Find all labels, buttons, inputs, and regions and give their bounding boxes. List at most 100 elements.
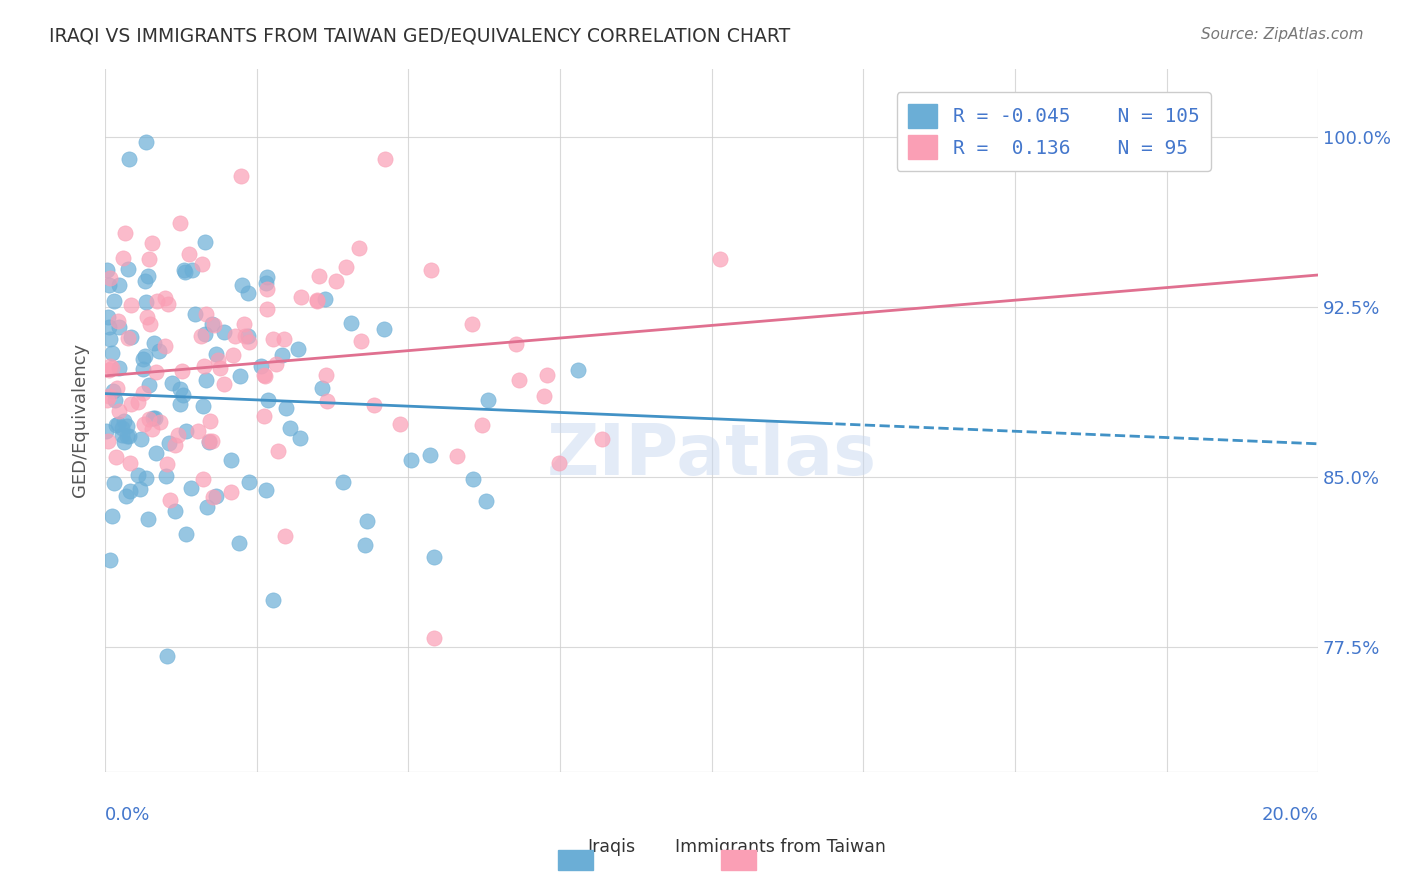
Legend: R = -0.045    N = 105, R =  0.136    N = 95: R = -0.045 N = 105, R = 0.136 N = 95	[897, 92, 1212, 171]
Iraqis	[142, 336, 165, 351]
Iraqis	[169, 383, 191, 397]
Text: 20.0%: 20.0%	[1261, 806, 1319, 824]
Immigrants from Taiwan	[214, 377, 236, 392]
Immigrants from Taiwan	[198, 434, 221, 448]
Immigrants from Taiwan	[374, 152, 396, 166]
Iraqis	[104, 392, 127, 407]
Immigrants from Taiwan	[98, 271, 121, 285]
Iraqis	[108, 320, 131, 334]
Iraqis	[290, 431, 312, 445]
Immigrants from Taiwan	[141, 422, 163, 436]
Iraqis	[112, 434, 135, 449]
Immigrants from Taiwan	[105, 381, 128, 395]
Iraqis	[115, 418, 138, 433]
Immigrants from Taiwan	[274, 529, 297, 543]
Iraqis	[127, 468, 149, 483]
Iraqis	[142, 410, 165, 425]
Iraqis	[314, 293, 336, 307]
Immigrants from Taiwan	[446, 449, 468, 463]
Immigrants from Taiwan	[350, 334, 373, 349]
Iraqis	[128, 482, 150, 496]
Iraqis	[98, 320, 121, 334]
Immigrants from Taiwan	[505, 336, 527, 351]
Immigrants from Taiwan	[157, 297, 180, 311]
Immigrants from Taiwan	[273, 333, 295, 347]
Iraqis	[254, 277, 277, 291]
Immigrants from Taiwan	[139, 317, 162, 331]
Iraqis	[174, 265, 197, 279]
Immigrants from Taiwan	[112, 251, 135, 265]
Immigrants from Taiwan	[191, 472, 214, 486]
Immigrants from Taiwan	[325, 274, 347, 288]
Immigrants from Taiwan	[229, 169, 252, 184]
Iraqis	[250, 359, 273, 374]
Immigrants from Taiwan	[256, 282, 278, 296]
Immigrants from Taiwan	[195, 307, 218, 321]
Immigrants from Taiwan	[221, 348, 243, 362]
Immigrants from Taiwan	[253, 368, 276, 383]
Iraqis	[108, 361, 131, 376]
Immigrants from Taiwan	[335, 260, 357, 274]
Immigrants from Taiwan	[221, 484, 243, 499]
Iraqis	[135, 471, 157, 485]
Iraqis	[98, 332, 121, 346]
Immigrants from Taiwan	[169, 216, 191, 230]
Immigrants from Taiwan	[307, 293, 329, 308]
Iraqis	[262, 593, 284, 607]
Immigrants from Taiwan	[107, 314, 129, 328]
Iraqis	[236, 285, 259, 300]
Immigrants from Taiwan	[193, 359, 215, 373]
Iraqis	[356, 514, 378, 528]
Immigrants from Taiwan	[315, 368, 337, 382]
Iraqis	[136, 511, 159, 525]
Immigrants from Taiwan	[138, 252, 160, 266]
Iraqis	[132, 351, 155, 366]
Immigrants from Taiwan	[97, 363, 120, 377]
Iraqis	[156, 648, 179, 663]
Iraqis	[94, 424, 117, 438]
Iraqis	[194, 326, 217, 341]
Iraqis	[107, 417, 129, 431]
Iraqis	[256, 270, 278, 285]
Iraqis	[197, 435, 219, 450]
Immigrants from Taiwan	[159, 493, 181, 508]
Iraqis	[135, 135, 157, 149]
Iraqis	[176, 425, 198, 439]
Iraqis	[373, 322, 395, 336]
Immigrants from Taiwan	[423, 631, 446, 645]
Immigrants from Taiwan	[363, 398, 385, 412]
Iraqis	[118, 484, 141, 499]
Y-axis label: GED/Equivalency: GED/Equivalency	[72, 343, 89, 498]
Immigrants from Taiwan	[533, 390, 555, 404]
Iraqis	[332, 475, 354, 489]
Iraqis	[278, 421, 301, 435]
Iraqis	[97, 310, 120, 324]
Iraqis	[120, 330, 142, 344]
Immigrants from Taiwan	[105, 450, 128, 464]
Immigrants from Taiwan	[253, 368, 276, 383]
Immigrants from Taiwan	[141, 236, 163, 251]
Iraqis	[257, 392, 280, 407]
Iraqis	[205, 489, 228, 503]
Iraqis	[180, 481, 202, 495]
Iraqis	[423, 549, 446, 564]
Iraqis	[212, 325, 235, 339]
Iraqis	[157, 436, 180, 450]
Immigrants from Taiwan	[97, 434, 120, 448]
Immigrants from Taiwan	[136, 310, 159, 324]
Iraqis	[134, 350, 156, 364]
Text: Iraqis: Iraqis	[588, 838, 636, 856]
Iraqis	[163, 504, 186, 518]
Immigrants from Taiwan	[120, 298, 142, 312]
Iraqis	[172, 387, 194, 401]
Immigrants from Taiwan	[118, 456, 141, 470]
Iraqis	[117, 261, 139, 276]
Iraqis	[477, 392, 499, 407]
Immigrants from Taiwan	[232, 317, 254, 331]
Immigrants from Taiwan	[591, 432, 613, 446]
Immigrants from Taiwan	[200, 434, 222, 449]
Iraqis	[103, 476, 125, 491]
Iraqis	[117, 429, 139, 443]
Text: Source: ZipAtlas.com: Source: ZipAtlas.com	[1201, 27, 1364, 42]
Iraqis	[340, 316, 363, 330]
